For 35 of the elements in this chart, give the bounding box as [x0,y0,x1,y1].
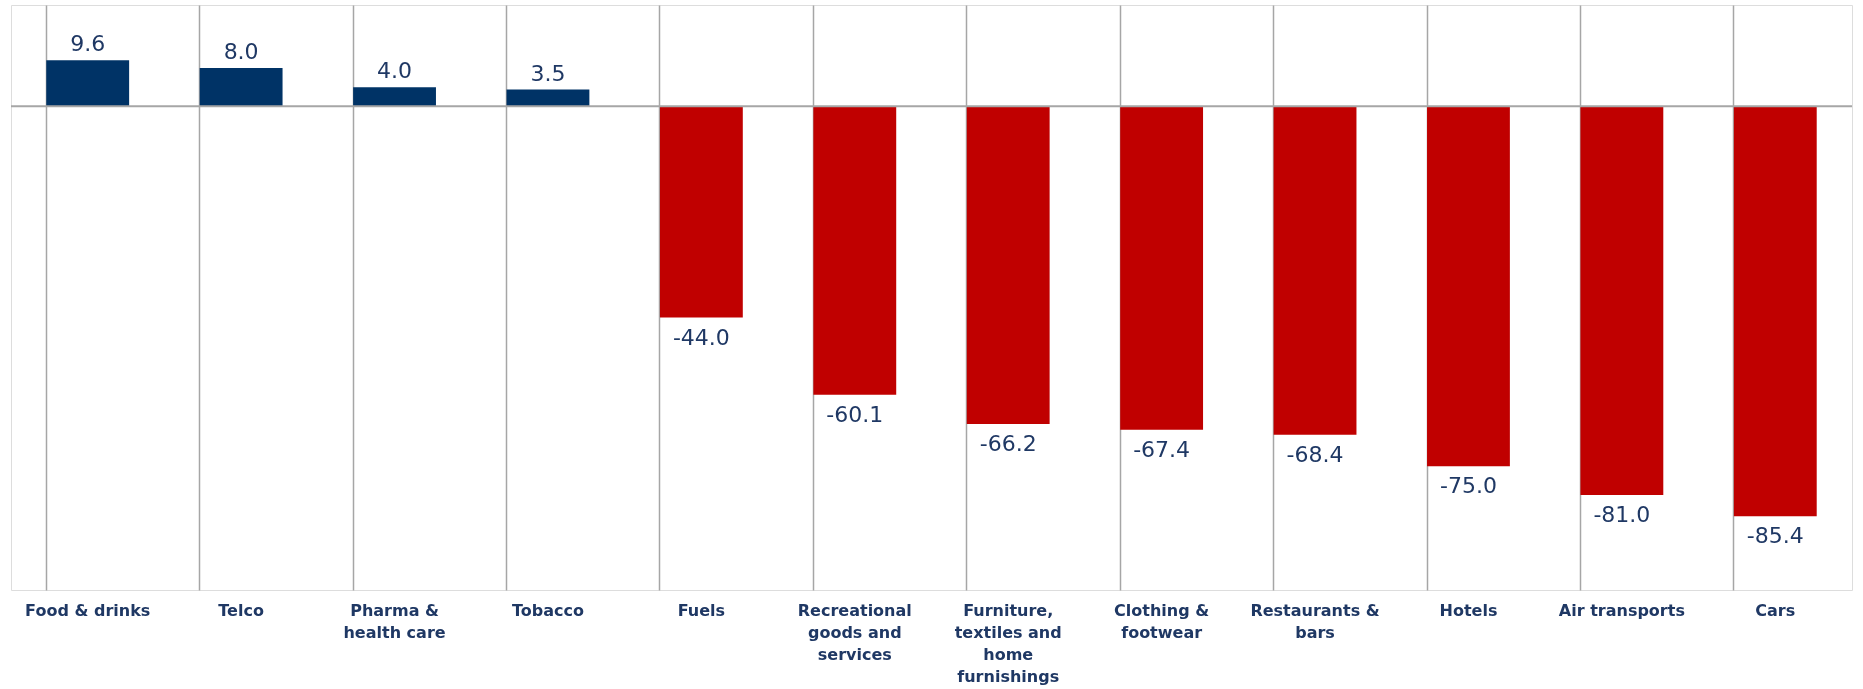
x-tick-label: Cars [1755,600,1796,620]
bar [353,87,436,107]
data-label: -60.1 [826,401,884,427]
x-tick-label: Hotels [1439,600,1498,620]
x-tick-label: Air transports [1558,600,1685,620]
data-label: -44.0 [672,324,730,350]
x-tick-label: Telco [218,600,264,620]
bar [199,67,283,107]
data-label: -81.0 [1593,502,1651,528]
x-tick-label: Tobacco [511,600,584,620]
x-tick-label: Pharma & health care [343,600,446,642]
bar [1733,106,1817,517]
bar [1427,106,1510,467]
x-tick-label: Restaurants & bars [1250,600,1380,642]
data-label: -66.2 [979,431,1037,457]
data-label: -67.4 [1133,436,1191,462]
data-label: 4.0 [377,58,413,84]
x-tick-label: Recreational goods and services [797,600,912,664]
bar [1580,106,1664,496]
x-tick-label: Furniture, textiles and home furnishings [954,600,1062,686]
x-tick-label: Fuels [677,600,726,620]
bar [659,106,743,318]
bar [813,106,897,395]
bar [966,106,1050,425]
data-label: 8.0 [223,38,259,64]
bar [1273,106,1357,435]
data-label: -75.0 [1439,473,1497,499]
data-label: -68.4 [1286,441,1344,467]
bar [46,60,130,107]
x-tick-label: Clothing & footwear [1114,600,1210,642]
bar [1120,106,1204,430]
data-label: 9.6 [70,31,106,57]
data-label: 3.5 [530,60,566,86]
x-tick-label: Food & drinks [25,600,151,620]
data-label: -85.4 [1746,523,1804,549]
